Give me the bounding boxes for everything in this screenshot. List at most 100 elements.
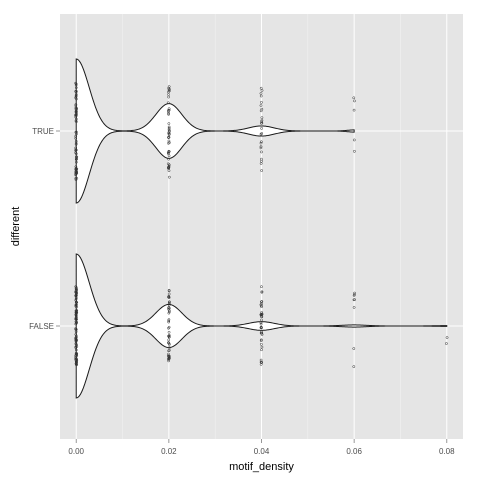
data-point [75, 352, 79, 355]
data-point [259, 325, 263, 329]
data-point [75, 157, 78, 161]
data-point [260, 120, 263, 123]
data-point [259, 303, 263, 307]
data-point [260, 101, 263, 104]
data-point [75, 160, 78, 164]
data-point [167, 122, 171, 125]
data-point [167, 306, 170, 310]
data-point [74, 305, 78, 308]
data-point [75, 292, 79, 295]
data-point [167, 169, 171, 173]
data-point [259, 92, 263, 95]
data-point [168, 348, 171, 352]
x-axis-title: motif_density [229, 461, 294, 473]
data-point [74, 346, 78, 350]
data-point [75, 309, 79, 312]
data-point [74, 172, 78, 176]
data-point [260, 119, 264, 122]
data-point [74, 337, 78, 341]
data-point [352, 96, 356, 100]
data-point [167, 126, 171, 130]
data-point [74, 149, 78, 152]
data-point [167, 135, 170, 139]
data-point [167, 325, 171, 329]
data-point [167, 95, 170, 99]
data-point [167, 86, 171, 90]
data-point [74, 336, 78, 340]
data-point [74, 136, 78, 140]
x-tick-label: 0.04 [254, 447, 270, 456]
data-point [75, 132, 78, 136]
data-point [74, 360, 78, 363]
data-point [168, 346, 171, 349]
data-point [259, 313, 263, 316]
data-point [260, 140, 263, 144]
data-point [260, 159, 263, 163]
x-tick-label: 0.00 [68, 447, 84, 456]
data-point [167, 112, 170, 116]
data-point [74, 83, 78, 87]
data-point [167, 85, 171, 88]
data-point [167, 356, 171, 360]
data-point [259, 145, 263, 148]
data-point [75, 130, 78, 134]
data-point [167, 338, 171, 342]
data-point [352, 365, 356, 368]
data-point [74, 342, 78, 345]
data-point [75, 107, 78, 111]
data-point [167, 289, 171, 293]
data-point [167, 295, 170, 299]
data-point [352, 138, 356, 142]
data-point [260, 169, 263, 172]
data-point [352, 108, 356, 112]
data-point [74, 340, 78, 344]
data-point [74, 293, 78, 297]
x-tick-label: 0.02 [161, 447, 177, 456]
data-point [260, 315, 264, 319]
data-point [352, 294, 356, 297]
x-tick-label: 0.08 [439, 447, 455, 456]
data-point [75, 311, 79, 314]
y-tick-label-false: FALSE [29, 322, 54, 331]
data-point [74, 357, 78, 361]
data-point [167, 318, 171, 321]
data-point [259, 94, 263, 98]
data-point [74, 143, 78, 146]
data-point [74, 328, 78, 331]
data-point [445, 342, 448, 345]
data-point [167, 166, 170, 170]
data-point [75, 334, 78, 338]
data-point [167, 149, 171, 153]
jitter-points [74, 81, 449, 368]
data-point [259, 331, 263, 335]
data-point [353, 298, 356, 301]
data-point [74, 110, 78, 114]
data-point [75, 316, 78, 319]
data-point [167, 354, 170, 357]
data-point [74, 352, 78, 356]
data-point [259, 146, 263, 150]
data-point [166, 101, 170, 105]
data-point [74, 86, 78, 89]
data-point [167, 133, 171, 137]
data-point [168, 175, 171, 179]
data-point [167, 110, 170, 113]
data-point [259, 109, 263, 113]
data-point [167, 306, 171, 309]
data-point [75, 343, 78, 347]
data-point [167, 108, 171, 112]
data-point [260, 132, 264, 135]
data-point [167, 164, 171, 168]
data-point [75, 168, 78, 172]
data-point [167, 141, 170, 145]
data-point [260, 150, 263, 154]
data-point [75, 320, 78, 324]
data-point [74, 289, 78, 292]
data-point [445, 336, 449, 339]
data-point [74, 297, 78, 301]
data-point [74, 317, 78, 321]
data-point [259, 132, 263, 136]
data-point [260, 330, 263, 333]
data-point [75, 361, 78, 365]
